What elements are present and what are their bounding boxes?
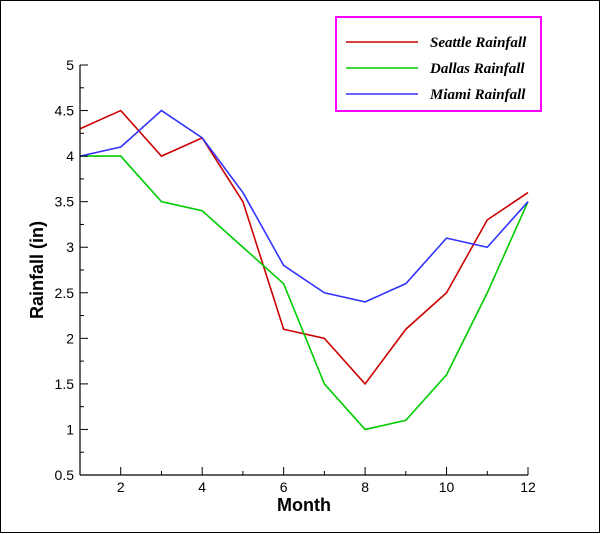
- x-tick-label: 8: [361, 479, 369, 495]
- legend-label: Miami Rainfall: [429, 87, 526, 103]
- series-line-3: [79, 109, 529, 303]
- legend-label: Dallas Rainfall: [429, 61, 525, 77]
- x-axis-ticks: 2 4 6 8 10 12: [79, 467, 536, 495]
- y-tick-label: 1: [66, 421, 74, 437]
- y-tick-label: 1.5: [55, 376, 75, 392]
- series-layer: [79, 109, 529, 431]
- x-tick-label: 4: [198, 479, 206, 495]
- y-tick-label: 3.5: [55, 194, 75, 210]
- series-line-2: [80, 155, 529, 431]
- y-tick-label: 2: [66, 330, 74, 346]
- y-tick-label: 0.5: [55, 467, 75, 483]
- legend-label: Seattle Rainfall: [430, 35, 527, 51]
- x-axis-title: Month: [277, 495, 331, 515]
- y-axis-ticks: 0.5 1 1.5 2 2.5 3 3.5 4 4.5 5: [55, 57, 88, 483]
- y-tick-label: 3: [66, 239, 74, 255]
- y-tick-label: 5: [66, 57, 74, 73]
- x-tick-label: 2: [117, 479, 125, 495]
- legend-box: [335, 16, 542, 112]
- x-tick-label: 12: [520, 479, 536, 495]
- x-tick-label: 10: [439, 479, 455, 495]
- x-tick-label: 6: [280, 479, 288, 495]
- series-line-1: [79, 109, 529, 386]
- y-tick-label: 4.5: [55, 103, 75, 119]
- legend-items: Seattle Rainfall Dallas Rainfall Miami Rai…: [346, 35, 527, 103]
- y-tick-label: 4: [66, 148, 74, 164]
- axes-layer: 2 4 6 8 10 12 0.5 1 1.5 2 2.5 3 3.5 4 4.5 5: [55, 57, 536, 495]
- y-axis-title: Rainfall (in): [27, 221, 47, 319]
- legend: Seattle Rainfall Dallas Rainfall Miami Rai…: [335, 16, 542, 112]
- y-tick-label: 2.5: [55, 285, 75, 301]
